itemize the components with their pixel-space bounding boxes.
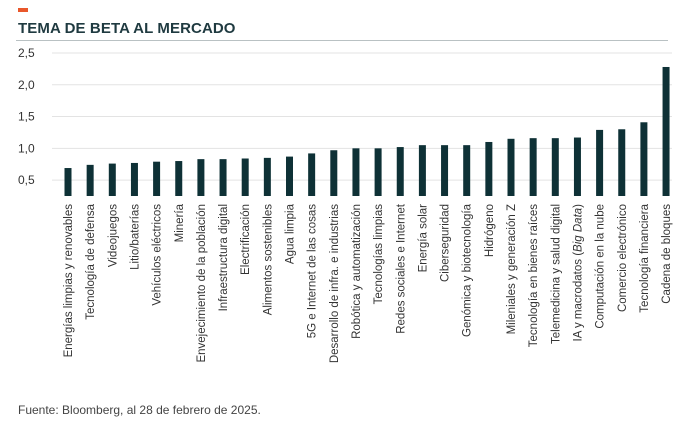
bar — [374, 148, 382, 196]
x-tick-label: Ciberseguridad — [440, 204, 452, 282]
x-tick-label: Mileniales y generación Z — [506, 204, 518, 334]
x-tick-label: Computación en la nube — [595, 204, 607, 329]
x-tick-label: Genómica y biotecnología — [462, 203, 474, 337]
bar — [441, 145, 449, 196]
bar — [175, 161, 183, 196]
x-tick-label: Alimentos sostenibles — [262, 204, 274, 315]
x-tick-label: Tecnologías limpias — [373, 204, 385, 305]
bar — [618, 129, 626, 196]
x-tick-label: Cadena de bloques — [661, 204, 673, 304]
bar — [396, 147, 404, 196]
bar — [418, 145, 426, 196]
x-tick-label: Robótica y automatización — [351, 204, 363, 339]
bar — [596, 129, 604, 196]
bar — [662, 66, 670, 196]
bar — [64, 168, 72, 196]
x-tick-label: Comercio electrónico — [617, 204, 629, 312]
x-tick-label: Hidrógeno — [484, 204, 496, 257]
bar — [108, 163, 116, 196]
x-tick-label: Envejecimiento de la población — [196, 204, 208, 363]
y-axis-ticks: 0,5 1,0 1,5 2,0 2,5 — [18, 46, 35, 187]
bar — [130, 162, 138, 196]
x-tick-label: Tecnología financiera — [639, 203, 651, 312]
bar — [308, 153, 316, 196]
bar — [507, 138, 515, 196]
bar — [485, 141, 493, 196]
bar — [241, 158, 249, 196]
bar — [352, 148, 360, 196]
bar — [330, 150, 338, 196]
bar — [197, 159, 205, 196]
x-tick-label: Electrificación — [240, 204, 252, 275]
title-divider — [16, 40, 668, 41]
x-tick-label: Vehículos eléctricos — [152, 204, 164, 306]
bar — [640, 122, 648, 196]
x-tick-label: Energía solar — [417, 204, 429, 273]
x-tick-label: 5G e Internet de las cosas — [307, 204, 319, 338]
chart-title: TEMA DE BETA AL MERCADO — [18, 20, 236, 37]
x-tick-label: Tecnología de defensa — [85, 203, 97, 319]
bar — [529, 138, 537, 196]
y-tick-label: 1,5 — [18, 110, 35, 124]
bar — [551, 138, 559, 196]
source-note: Fuente: Bloomberg, al 28 de febrero de 2… — [18, 403, 261, 417]
y-tick-label: 2,0 — [18, 78, 35, 92]
bar — [463, 145, 471, 196]
x-tick-label: Videojuegos — [107, 204, 119, 267]
y-tick-label: 0,5 — [18, 173, 35, 187]
x-tick-label: Redes sociales e Internet — [395, 203, 407, 334]
bar — [153, 161, 161, 196]
bar — [263, 157, 271, 196]
bar — [219, 159, 227, 196]
bar — [286, 156, 293, 196]
x-tick-label: Telemedicina y salud digital — [550, 204, 562, 344]
x-tick-label: Energías limpias y renovables — [63, 204, 75, 358]
bar — [573, 137, 581, 196]
x-tick-label: Agua limpia — [285, 203, 297, 264]
x-tick-label: Infraestructura digital — [218, 204, 230, 311]
y-tick-label: 2,5 — [18, 46, 35, 60]
x-tick-label: Minería — [174, 203, 186, 242]
x-tick-label: IA y macrodatos (Big Data) — [572, 204, 584, 342]
bar — [86, 164, 94, 196]
x-tick-label: Litio/baterías — [129, 204, 141, 270]
x-tick-label: Desarrollo de infra. e industrias — [329, 204, 341, 363]
bars — [64, 66, 670, 196]
y-tick-label: 1,0 — [18, 141, 35, 155]
x-tick-label: Tecnología en bienes raíces — [528, 204, 540, 347]
accent-mark — [18, 8, 28, 12]
x-axis-labels: Energías limpias y renovables Tecnología … — [63, 203, 673, 363]
